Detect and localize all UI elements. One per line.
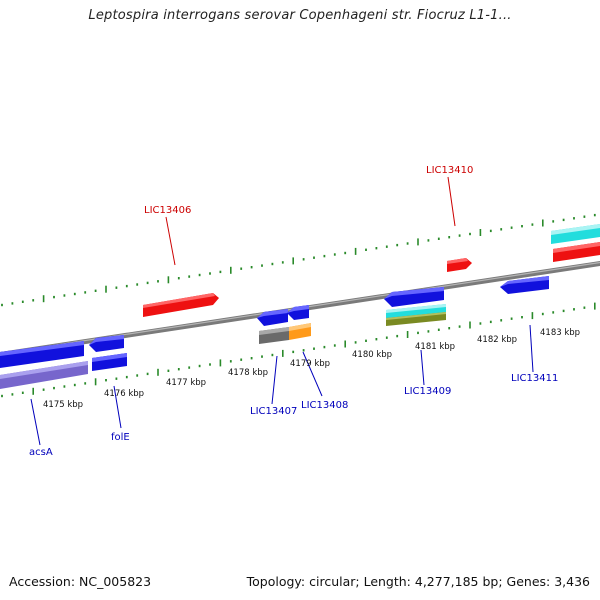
gene-label-acsA[interactable]: acsA (29, 447, 53, 458)
feature-purple-acsA[interactable] (0, 361, 88, 389)
gene-label-lic13407[interactable]: LIC13407 (250, 406, 297, 417)
scale-label: 4182 kbp (477, 335, 517, 345)
gene-label-lic13411[interactable]: LIC13411 (511, 373, 558, 384)
feature-red-lic13410[interactable] (447, 258, 472, 272)
feature-blue-lic13411[interactable] (500, 276, 549, 294)
leader-acsA (30, 398, 41, 446)
feature-red-lic13406[interactable] (143, 293, 219, 317)
lower-tick-row (1, 302, 596, 398)
scale-label: 4177 kbp (166, 378, 206, 388)
feature-blue-acsA[interactable] (0, 341, 84, 368)
scale-label: 4179 kbp (290, 359, 330, 369)
leader-lic13409 (420, 349, 425, 386)
genome-summary: Topology: circular; Length: 4,277,185 bp… (246, 574, 590, 589)
gene-label-lic13406[interactable]: LIC13406 (144, 205, 191, 216)
upper-tick-row (1, 213, 596, 307)
scale-label: 4180 kbp (352, 350, 392, 360)
gene-label-lic13410[interactable]: LIC13410 (426, 165, 473, 176)
leader-lic13408 (302, 351, 323, 397)
feature-olive-lic13409[interactable] (386, 312, 446, 326)
leader-lic13406 (165, 216, 176, 266)
accession-label: Accession: NC_005823 (9, 574, 152, 589)
map-title: Leptospira interrogans serovar Copenhage… (88, 8, 512, 23)
gene-label-folE[interactable]: folE (111, 432, 130, 443)
feature-blue-folE-upper[interactable] (89, 335, 124, 352)
scale-label: 4183 kbp (540, 328, 580, 338)
feature-orange-lic13408[interactable] (289, 323, 311, 340)
leader-lic13411 (529, 324, 534, 373)
leader-lic13410 (447, 176, 456, 227)
feature-blue-folE-lower[interactable] (92, 353, 127, 371)
feature-cyan-right[interactable] (551, 224, 600, 244)
scale-label: 4176 kbp (104, 389, 144, 399)
scale-label: 4178 kbp (228, 368, 268, 378)
feature-blue-lic13407[interactable] (257, 309, 288, 326)
feature-gray-lic13407[interactable] (259, 327, 289, 344)
scale-label: 4181 kbp (415, 342, 455, 352)
gene-label-lic13409[interactable]: LIC13409 (404, 386, 451, 397)
feature-red-right[interactable] (553, 242, 600, 262)
feature-blue-lic13408[interactable] (287, 305, 309, 320)
leader-folE (113, 385, 122, 429)
leader-lic13407 (271, 355, 278, 405)
gene-label-lic13408[interactable]: LIC13408 (301, 400, 348, 411)
scale-label: 4175 kbp (43, 400, 83, 410)
feature-blue-lic13409[interactable] (384, 287, 444, 307)
feature-cyan-lic13409[interactable] (386, 304, 446, 319)
